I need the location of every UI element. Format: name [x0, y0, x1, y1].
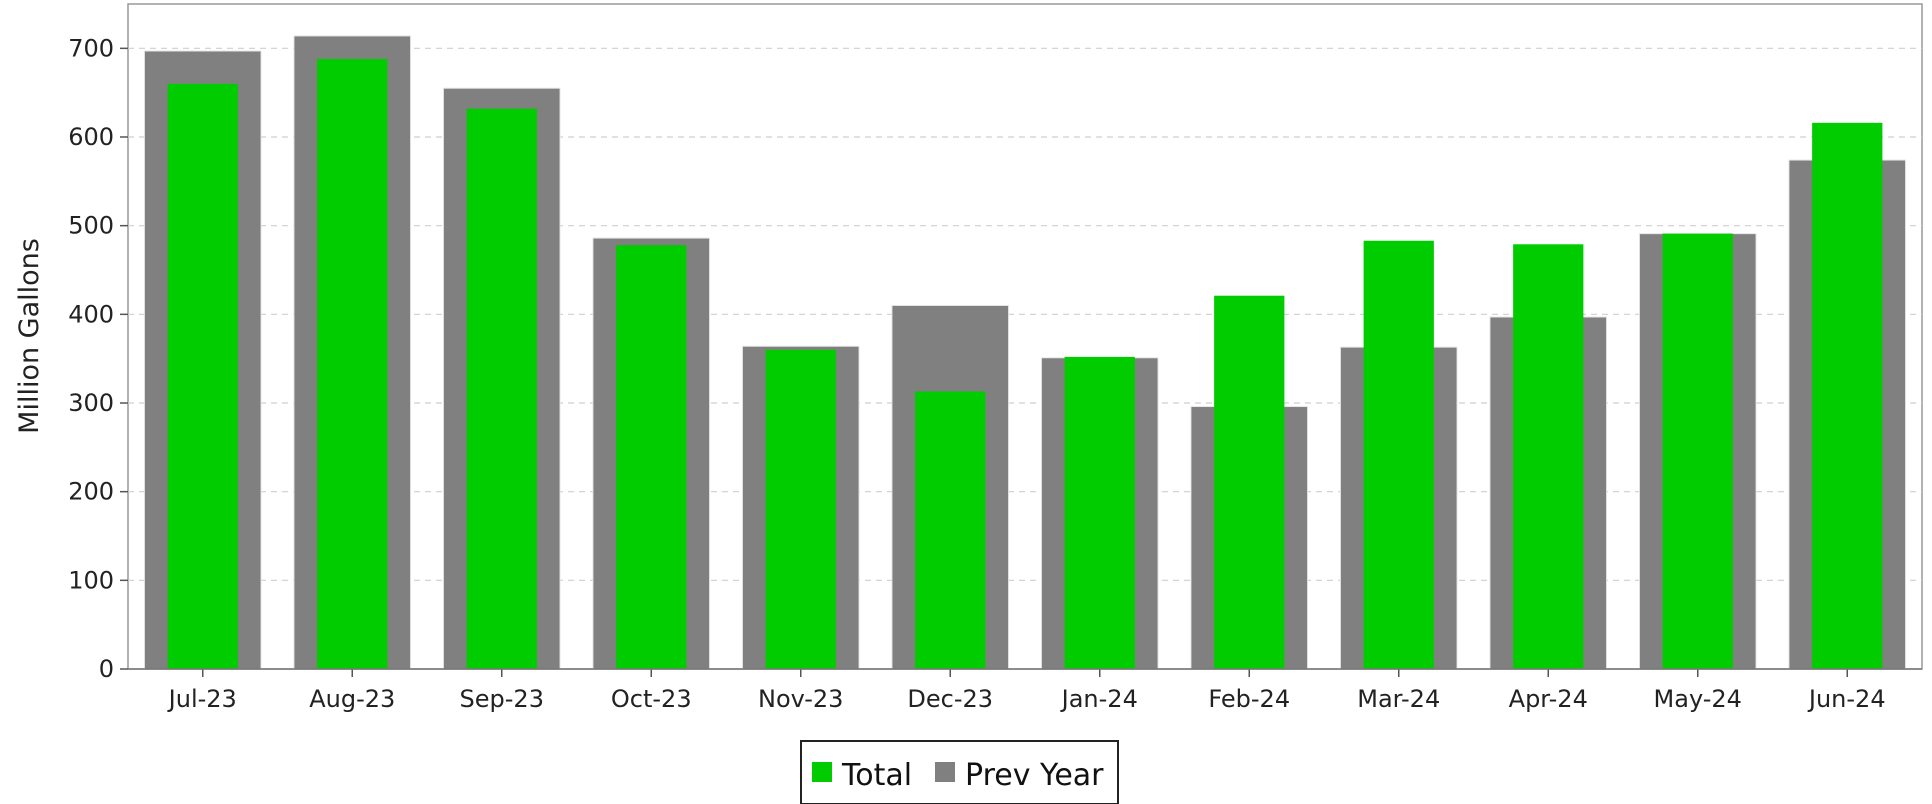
bar-total: [1662, 233, 1733, 669]
y-tick-label: 300: [68, 389, 114, 417]
bar-total: [1363, 240, 1434, 670]
x-tick-label: Jul-23: [167, 685, 237, 713]
y-tick-label: 100: [68, 566, 114, 594]
x-axis: Jul-23 Aug-23 Sep-23 Oct-23 Nov-23 Dec-23 Jan-…: [128, 668, 1922, 713]
bar-total: [1214, 295, 1285, 669]
x-tick-label: Apr-24: [1509, 685, 1588, 713]
y-tick-label: 700: [68, 34, 114, 62]
x-tick-label: Nov-23: [758, 685, 843, 713]
bars: [143, 35, 1907, 670]
x-tick-label: Sep-23: [460, 685, 544, 713]
legend: Total Prev Year: [800, 740, 1119, 804]
bar-total: [1812, 122, 1883, 669]
bar-total: [317, 58, 388, 670]
y-tick-label: 600: [68, 123, 114, 151]
y-axis: 0 100 200 300 400 500 600 700: [68, 34, 128, 683]
x-tick-label: Jan-24: [1060, 685, 1138, 713]
gridlines: [128, 47, 1922, 581]
x-tick-label: Dec-23: [907, 685, 993, 713]
y-tick-label: 200: [68, 478, 114, 506]
bar-total: [466, 108, 537, 670]
x-tick-label: Oct-23: [611, 685, 692, 713]
legend-label-prev-year: Prev Year: [965, 758, 1104, 793]
bar-total: [1064, 356, 1135, 669]
bar-total: [765, 349, 836, 669]
x-tick-label: May-24: [1654, 685, 1742, 713]
legend-label-total: Total: [841, 758, 912, 793]
y-tick-label: 400: [68, 300, 114, 328]
plot-area: [127, 3, 1923, 670]
legend-swatch-prev-year: [935, 762, 955, 782]
x-tick-label: Jun-24: [1807, 685, 1886, 713]
legend-swatch-total: [812, 762, 832, 782]
y-tick-label: 500: [68, 212, 114, 240]
y-tick-label: 0: [99, 655, 114, 683]
y-axis-title: Million Gallons: [14, 238, 45, 434]
bar-total: [616, 245, 687, 669]
x-tick-label: Mar-24: [1357, 685, 1440, 713]
bar-total: [1513, 244, 1584, 669]
x-tick-label: Feb-24: [1208, 685, 1290, 713]
bar-total: [167, 83, 238, 670]
x-tick-label: Aug-23: [309, 685, 395, 713]
legend-box: [800, 740, 1119, 804]
bar-total: [915, 391, 986, 669]
